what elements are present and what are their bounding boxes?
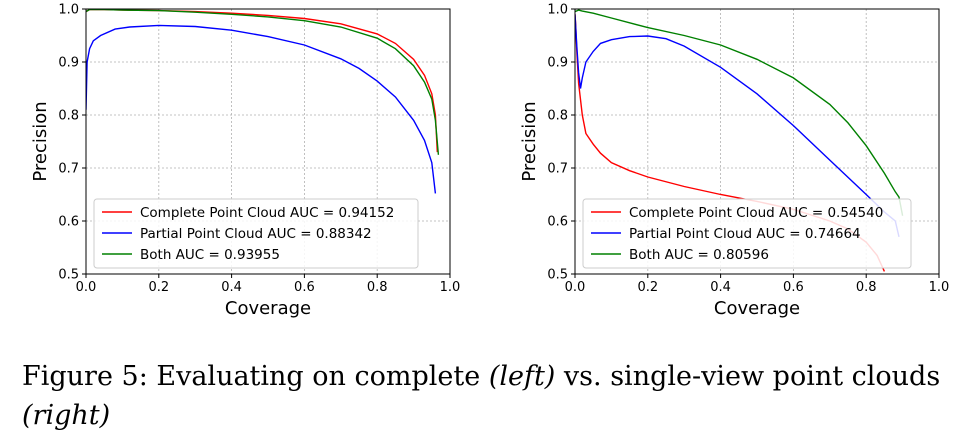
x-tick-label: 0.2	[148, 280, 169, 295]
legend-label-2: Both AUC = 0.93955	[140, 247, 280, 263]
x-tick-label: 0.6	[294, 280, 315, 295]
x-tick-label: 0.8	[367, 280, 388, 295]
figure-caption: Figure 5: Evaluating on complete (left) …	[22, 357, 962, 435]
x-tick-label: 0.0	[565, 280, 586, 295]
x-tick-label: 0.6	[783, 280, 804, 295]
legend-label-2: Both AUC = 0.80596	[629, 247, 769, 263]
y-tick-label: 0.8	[58, 109, 79, 124]
series-line-1	[575, 14, 900, 238]
y-tick-label: 0.6	[547, 215, 568, 230]
y-tick-label: 1.0	[547, 3, 568, 18]
y-axis-label: Precision	[519, 101, 540, 181]
caption-left-note: (left)	[488, 361, 556, 392]
legend-label-1: Partial Point Cloud AUC = 0.74664	[629, 226, 861, 242]
x-axis-label: Coverage	[714, 298, 800, 319]
legend-box	[93, 198, 419, 269]
legend-label-1: Partial Point Cloud AUC = 0.88342	[140, 226, 372, 242]
y-tick-label: 0.9	[547, 56, 568, 71]
x-tick-label: 1.0	[440, 280, 461, 295]
series-line-2	[86, 9, 440, 155]
series-line-1	[86, 24, 437, 194]
x-tick-label: 1.0	[929, 280, 950, 295]
caption-middle: vs. single-view point clouds	[555, 361, 941, 392]
x-tick-label: 0.2	[637, 280, 658, 295]
x-tick-label: 0.0	[76, 280, 97, 295]
legend-label-0: Complete Point Cloud AUC = 0.54540	[629, 205, 883, 221]
series-line-2	[575, 9, 904, 216]
y-axis-label: Precision	[30, 101, 51, 181]
y-tick-label: 0.9	[58, 56, 79, 71]
x-axis-label: Coverage	[225, 298, 311, 319]
y-tick-label: 1.0	[58, 3, 79, 18]
y-tick-label: 0.7	[58, 162, 79, 177]
x-tick-label: 0.4	[221, 280, 242, 295]
y-tick-label: 0.5	[58, 268, 79, 283]
y-tick-label: 0.6	[58, 215, 79, 230]
plot-frame	[85, 8, 451, 275]
x-tick-label: 0.4	[710, 280, 731, 295]
caption-prefix: Figure 5: Evaluating on complete	[22, 361, 489, 392]
caption-right-note: (right)	[22, 400, 111, 431]
legend-label-0: Complete Point Cloud AUC = 0.94152	[140, 205, 394, 221]
plot-frame	[574, 8, 940, 275]
series-line-0	[86, 9, 438, 153]
y-tick-label: 0.8	[547, 109, 568, 124]
x-tick-label: 0.8	[856, 280, 877, 295]
y-tick-label: 0.5	[547, 268, 568, 283]
chart-right: 0.0 0.2 0.4 0.6 0.8 1.0 0.5 0.6 0.7 0.8 0.9 1.0 Cove…	[519, 3, 949, 320]
y-tick-label: 0.7	[547, 162, 568, 177]
chart-left: 0.0 0.2 0.4 0.6 0.8 1.0 0.5 0.6 0.7 0.8 0.9 1.0 Cove…	[30, 3, 460, 320]
legend-box	[582, 198, 912, 269]
